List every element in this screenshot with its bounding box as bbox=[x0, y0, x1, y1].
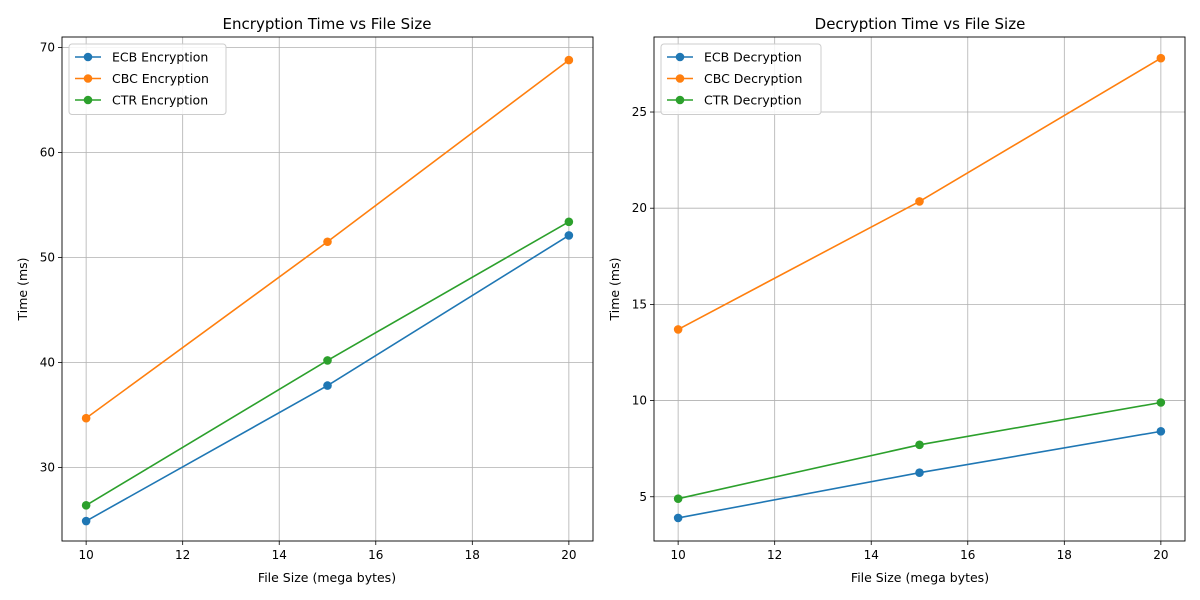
legend-entry: CTR Encryption bbox=[112, 93, 208, 108]
x-tick-label: 16 bbox=[368, 548, 383, 562]
x-tick-label: 10 bbox=[670, 548, 685, 562]
x-tick-label: 18 bbox=[1057, 548, 1072, 562]
legend-marker bbox=[83, 52, 93, 62]
x-axis-label: File Size (mega bytes) bbox=[258, 570, 396, 585]
x-tick-label: 14 bbox=[864, 548, 879, 562]
legend bbox=[68, 43, 227, 115]
data-point bbox=[81, 501, 91, 510]
chart-title: Encryption Time vs File Size bbox=[223, 15, 432, 33]
y-tick-label: 20 bbox=[632, 201, 647, 215]
y-axis-label: Time (ms) bbox=[15, 257, 30, 321]
legend-entry: CBC Encryption bbox=[112, 71, 209, 86]
x-axis-label: File Size (mega bytes) bbox=[851, 570, 989, 585]
data-point bbox=[323, 237, 332, 247]
decryption-chart: Decryption Time vs File Size File Size (… bbox=[607, 15, 1186, 585]
x-tick-label: 12 bbox=[175, 548, 190, 562]
legend-entry: ECB Decryption bbox=[704, 50, 802, 65]
data-point bbox=[673, 325, 683, 334]
y-tick-label: 60 bbox=[40, 146, 55, 160]
data-point bbox=[564, 217, 574, 227]
data-point bbox=[1156, 398, 1166, 407]
chart-title: Decryption Time vs File Size bbox=[815, 15, 1026, 33]
legend-marker bbox=[83, 74, 93, 83]
y-tick-label: 25 bbox=[632, 105, 647, 119]
x-tick-label: 12 bbox=[767, 548, 782, 562]
y-tick-label: 70 bbox=[40, 41, 55, 55]
data-point bbox=[673, 494, 683, 503]
legend-marker bbox=[675, 95, 685, 105]
data-point bbox=[1156, 427, 1166, 436]
legend-entry: CTR Decryption bbox=[704, 93, 802, 108]
plot-frame bbox=[61, 36, 594, 542]
data-point bbox=[915, 197, 924, 206]
y-tick-label: 50 bbox=[40, 251, 55, 265]
data-point bbox=[564, 231, 574, 240]
y-tick-label: 15 bbox=[632, 297, 647, 311]
legend-marker bbox=[675, 52, 685, 62]
series-line bbox=[677, 401, 1162, 500]
y-tick-label: 5 bbox=[639, 490, 647, 504]
series-line bbox=[85, 234, 570, 522]
encryption-chart: Encryption Time vs File Size File Size (… bbox=[15, 15, 594, 585]
data-point bbox=[915, 468, 924, 478]
data-point bbox=[81, 516, 91, 526]
x-tick-label: 14 bbox=[272, 548, 287, 562]
x-tick-label: 10 bbox=[78, 548, 93, 562]
x-tick-label: 18 bbox=[465, 548, 480, 562]
data-point bbox=[323, 356, 332, 365]
data-point bbox=[915, 440, 924, 450]
legend-marker bbox=[83, 95, 93, 105]
x-tick-label: 20 bbox=[1153, 548, 1168, 562]
x-tick-label: 16 bbox=[960, 548, 975, 562]
legend-entry: ECB Encryption bbox=[112, 50, 208, 65]
plot-frame bbox=[653, 36, 1186, 542]
data-point bbox=[323, 381, 332, 390]
data-point bbox=[564, 55, 574, 65]
data-point bbox=[673, 513, 683, 523]
y-axis-label: Time (ms) bbox=[607, 257, 622, 321]
y-tick-label: 10 bbox=[632, 394, 647, 408]
x-tick-label: 20 bbox=[561, 548, 576, 562]
data-point bbox=[1156, 53, 1166, 63]
legend-marker bbox=[675, 74, 685, 83]
data-point bbox=[81, 413, 91, 423]
legend bbox=[660, 43, 822, 115]
y-tick-label: 40 bbox=[40, 356, 55, 370]
y-tick-label: 30 bbox=[40, 461, 55, 475]
legend-entry: CBC Decryption bbox=[704, 71, 802, 86]
